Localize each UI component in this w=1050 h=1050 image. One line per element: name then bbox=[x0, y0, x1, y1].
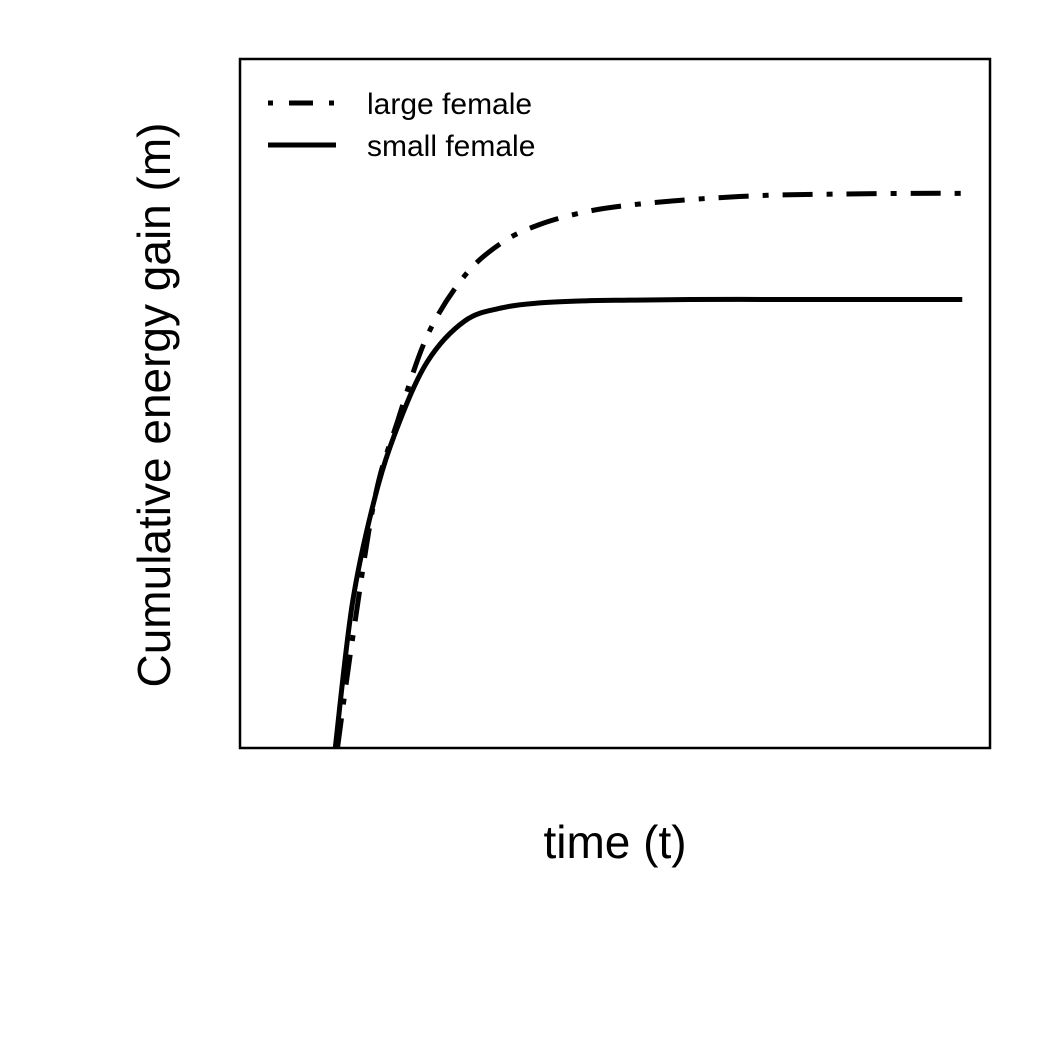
series-line-small-female bbox=[332, 296, 963, 749]
series-line-large-female bbox=[335, 190, 963, 749]
plot-frame bbox=[238, 57, 992, 750]
legend: large female small female bbox=[268, 88, 535, 163]
x-axis-label: time (t) bbox=[543, 816, 686, 868]
plot-background bbox=[240, 59, 990, 748]
legend-label-small-female: small female bbox=[367, 130, 535, 163]
series-layer bbox=[332, 190, 963, 749]
y-axis-label: Cumulative energy gain (m) bbox=[128, 122, 180, 687]
legend-label-large-female: large female bbox=[367, 88, 532, 121]
